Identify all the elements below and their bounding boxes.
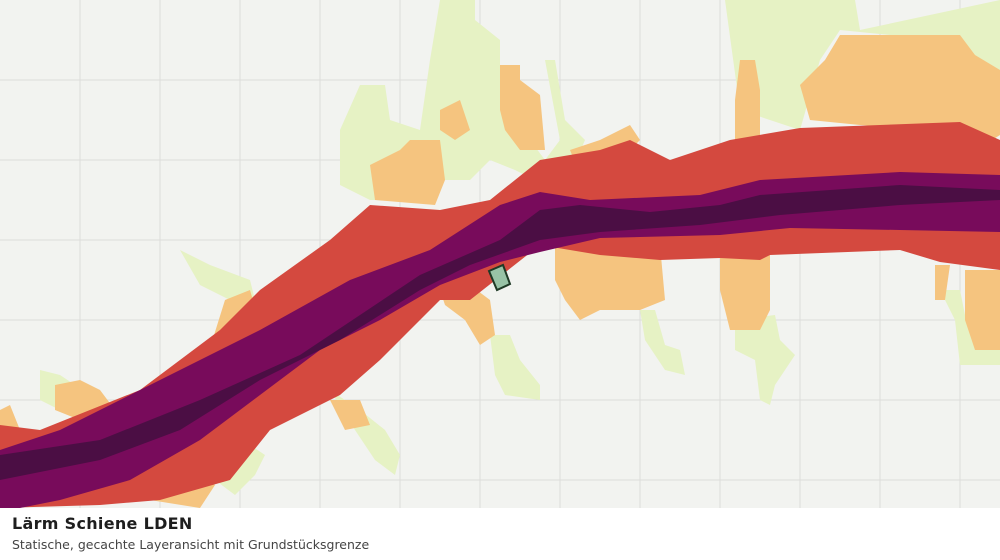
noise-zone-very-high (0, 172, 1000, 508)
caption: Lärm Schiene LDEN Statische, gecachte La… (0, 508, 1000, 560)
map-title: Lärm Schiene LDEN (12, 514, 193, 533)
map (0, 0, 1000, 508)
noise-zone-extreme (0, 185, 1000, 480)
parcel-boundary (487, 263, 512, 292)
map-subtitle: Statische, gecachte Layeransicht mit Gru… (12, 537, 370, 552)
